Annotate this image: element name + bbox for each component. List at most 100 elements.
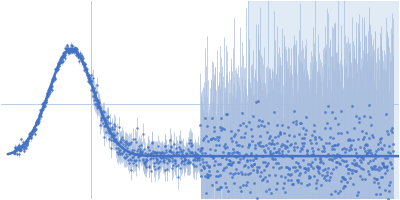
Point	[177, 156, 184, 159]
Point	[186, 150, 192, 153]
Point	[92, 91, 99, 94]
Point	[283, 144, 289, 147]
Point	[35, 117, 42, 120]
Point	[142, 160, 148, 163]
Point	[351, 163, 358, 166]
Point	[271, 135, 278, 138]
Point	[224, 146, 230, 149]
Point	[177, 140, 184, 143]
Point	[88, 85, 95, 88]
Point	[222, 112, 229, 116]
Point	[38, 115, 44, 118]
Point	[132, 152, 138, 155]
Point	[324, 121, 330, 125]
Point	[158, 151, 164, 155]
Point	[175, 163, 181, 166]
Point	[86, 75, 92, 78]
Point	[195, 147, 201, 151]
Point	[331, 143, 337, 146]
Point	[16, 143, 22, 146]
Point	[272, 157, 278, 160]
Point	[96, 100, 102, 103]
Point	[300, 158, 306, 162]
Point	[358, 161, 364, 164]
Point	[183, 153, 189, 157]
Point	[92, 96, 98, 100]
Point	[350, 168, 356, 172]
Point	[207, 174, 214, 177]
Point	[138, 144, 144, 147]
Point	[49, 78, 56, 81]
Point	[258, 170, 264, 173]
Point	[362, 178, 368, 181]
Point	[17, 138, 24, 141]
Point	[52, 67, 58, 71]
Point	[307, 162, 313, 166]
Point	[253, 171, 260, 174]
Point	[35, 120, 42, 124]
Point	[282, 190, 288, 193]
Point	[179, 152, 186, 155]
Point	[327, 135, 334, 138]
Point	[150, 153, 156, 157]
Point	[284, 146, 290, 149]
Point	[285, 125, 291, 128]
Point	[172, 159, 178, 162]
Point	[236, 152, 243, 155]
Point	[289, 120, 296, 123]
Point	[95, 98, 101, 101]
Point	[79, 61, 85, 64]
Point	[78, 57, 84, 61]
Point	[296, 173, 302, 177]
Point	[108, 147, 114, 150]
Point	[208, 154, 214, 157]
Point	[212, 143, 219, 146]
Point	[232, 154, 238, 157]
Point	[208, 137, 214, 140]
Point	[256, 165, 262, 168]
Point	[93, 102, 99, 106]
Point	[224, 112, 231, 115]
Point	[338, 131, 344, 134]
Point	[245, 165, 252, 168]
Point	[57, 60, 63, 64]
Point	[219, 126, 225, 129]
Point	[121, 149, 128, 152]
Point	[371, 177, 378, 180]
Point	[360, 158, 367, 161]
Point	[329, 144, 335, 148]
Point	[56, 62, 62, 65]
Point	[288, 178, 294, 181]
Point	[145, 145, 152, 149]
Point	[330, 167, 336, 170]
Point	[173, 164, 179, 167]
Point	[363, 131, 369, 134]
Point	[66, 50, 73, 53]
Point	[174, 151, 180, 154]
Point	[345, 138, 352, 142]
Point	[254, 99, 261, 102]
Point	[375, 181, 382, 184]
Point	[56, 65, 62, 68]
Point	[252, 146, 258, 149]
Point	[268, 191, 274, 194]
Point	[300, 144, 306, 147]
Point	[321, 149, 328, 152]
Point	[374, 177, 380, 180]
Point	[300, 136, 307, 139]
Point	[213, 174, 219, 177]
Point	[116, 125, 122, 128]
Point	[385, 133, 391, 136]
Point	[264, 163, 270, 166]
Point	[204, 124, 211, 127]
Point	[271, 142, 277, 145]
Point	[378, 166, 385, 169]
Point	[377, 137, 384, 140]
Point	[202, 151, 208, 155]
Point	[225, 151, 232, 155]
Point	[315, 148, 322, 151]
Point	[152, 168, 158, 171]
Point	[38, 107, 45, 111]
Point	[155, 162, 161, 165]
Point	[125, 143, 131, 146]
